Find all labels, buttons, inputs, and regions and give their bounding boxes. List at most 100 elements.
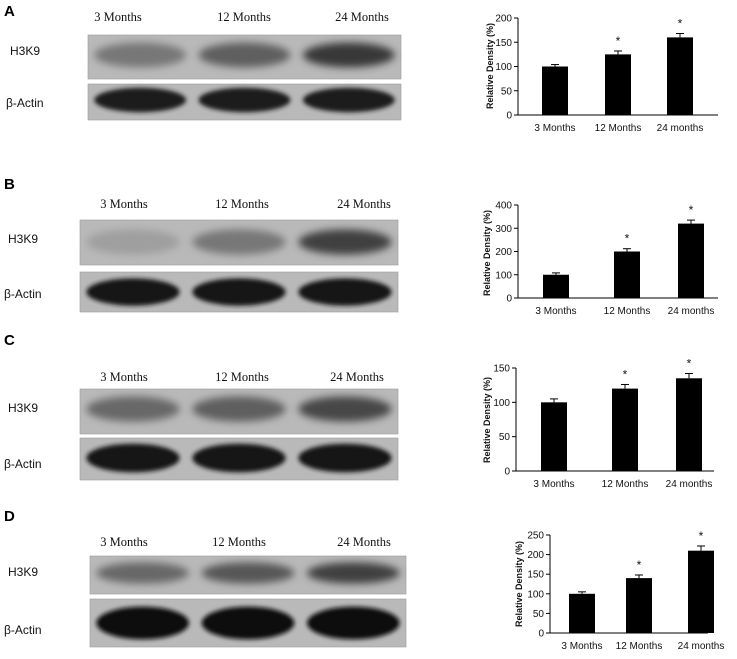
significance-marker: *	[637, 558, 642, 572]
x-tick-label: 24 months	[668, 306, 715, 317]
significance-marker: *	[687, 356, 692, 370]
lane-label: 3 Months	[100, 197, 148, 211]
lane-label: 24 Months	[330, 370, 384, 384]
panel-letter: C	[4, 332, 15, 349]
x-tick-label: 3 Months	[533, 479, 574, 490]
panel-letter: A	[4, 3, 15, 20]
x-tick-label: 3 Months	[561, 641, 602, 652]
blot-strip	[79, 437, 399, 481]
blot-band	[298, 278, 392, 306]
y-tick-label: 0	[506, 294, 512, 305]
blot-row-label: H3K9	[8, 565, 38, 579]
y-tick-label: 50	[533, 609, 545, 620]
bar-3	[667, 37, 693, 115]
blot-band	[201, 562, 295, 584]
panel-letter: D	[4, 508, 15, 525]
y-tick-label: 100	[495, 62, 512, 73]
y-tick-label: 50	[499, 432, 511, 443]
lane-label: 12 Months	[215, 370, 269, 384]
blot-row-label: β-Actin	[4, 623, 42, 637]
blot-strip	[89, 598, 407, 648]
blot-strip	[79, 219, 399, 266]
y-tick-label: 200	[495, 247, 512, 258]
y-tick-label: 250	[527, 531, 544, 542]
y-tick-label: 200	[527, 550, 544, 561]
blot-band	[86, 229, 180, 255]
blot-row-label: H3K9	[10, 44, 40, 58]
blot-band	[298, 396, 392, 422]
y-axis-label: Relative Density (%)	[482, 210, 492, 296]
bar-1	[543, 274, 569, 298]
x-tick-label: 12 Months	[595, 123, 642, 134]
blot-band	[192, 278, 286, 306]
y-axis-label: Relative Density (%)	[514, 541, 524, 627]
blot-band	[86, 443, 180, 473]
y-axis-label: Relative Density (%)	[485, 23, 495, 109]
y-tick-label: 400	[495, 201, 512, 212]
blot-band	[86, 278, 180, 306]
y-tick-label: 50	[501, 86, 513, 97]
y-tick-label: 150	[527, 570, 544, 581]
x-tick-label: 12 Months	[602, 479, 649, 490]
blot-band	[94, 87, 187, 113]
lane-label: 3 Months	[100, 370, 148, 384]
lane-label: 24 Months	[337, 535, 391, 549]
blot-row-label: β-Actin	[6, 96, 44, 110]
y-axis-label: Relative Density (%)	[482, 377, 492, 463]
panel-d: D 3 Months 12 Months 24 Months H3K9 β-Actin	[4, 508, 407, 648]
x-tick-label: 12 Months	[616, 641, 663, 652]
y-tick-label: 0	[506, 111, 512, 122]
blot-band	[94, 42, 187, 68]
blot-row-label: H3K9	[8, 232, 38, 246]
blot-band	[306, 606, 400, 640]
y-tick-label: 0	[538, 629, 544, 640]
panel-a: A 3 Months 12 Months 24 Months H3K9 β-Actin	[4, 3, 402, 121]
blot-row-label: H3K9	[8, 401, 38, 415]
blot-band	[86, 396, 180, 422]
x-tick-label: 12 Months	[604, 306, 651, 317]
y-tick-label: 300	[495, 224, 512, 235]
blot-band	[198, 42, 291, 68]
significance-marker: *	[678, 17, 683, 31]
bar-1	[541, 402, 567, 471]
panel-c: C 3 Months 12 Months 24 Months H3K9 β-Actin	[4, 332, 399, 481]
lane-label: 12 Months	[217, 10, 271, 24]
significance-marker: *	[689, 203, 694, 217]
y-tick-label: 100	[527, 589, 544, 600]
significance-marker: *	[616, 34, 621, 48]
blot-band	[192, 229, 286, 255]
bar-2	[614, 251, 640, 298]
bar-2	[626, 578, 652, 633]
y-tick-label: 200	[495, 14, 512, 25]
blot-strip	[87, 34, 402, 80]
y-tick-label: 100	[493, 398, 510, 409]
bar-3	[676, 378, 702, 471]
blot-band	[298, 229, 392, 255]
blot-band	[302, 87, 395, 113]
blot-band	[302, 42, 395, 68]
blot-strip	[79, 271, 399, 313]
blot-row-label: β-Actin	[4, 287, 42, 301]
blot-strip	[87, 83, 402, 121]
significance-marker: *	[625, 232, 630, 246]
blot-band	[306, 562, 400, 584]
y-tick-label: 150	[495, 38, 512, 49]
lane-label: 24 Months	[337, 197, 391, 211]
x-tick-label: 24 months	[678, 641, 725, 652]
y-tick-label: 100	[495, 270, 512, 281]
blot-row-label: β-Actin	[4, 457, 42, 471]
x-tick-label: 3 Months	[534, 123, 575, 134]
y-tick-label: 150	[493, 364, 510, 375]
blot-band	[96, 606, 190, 640]
bar-3	[688, 550, 714, 633]
significance-marker: *	[699, 529, 704, 543]
bar-2	[605, 54, 631, 115]
lane-label: 3 Months	[100, 535, 148, 549]
blot-band	[192, 443, 286, 473]
blot-band	[192, 396, 286, 422]
y-tick-label: 0	[504, 467, 510, 478]
blot-band	[96, 562, 190, 584]
